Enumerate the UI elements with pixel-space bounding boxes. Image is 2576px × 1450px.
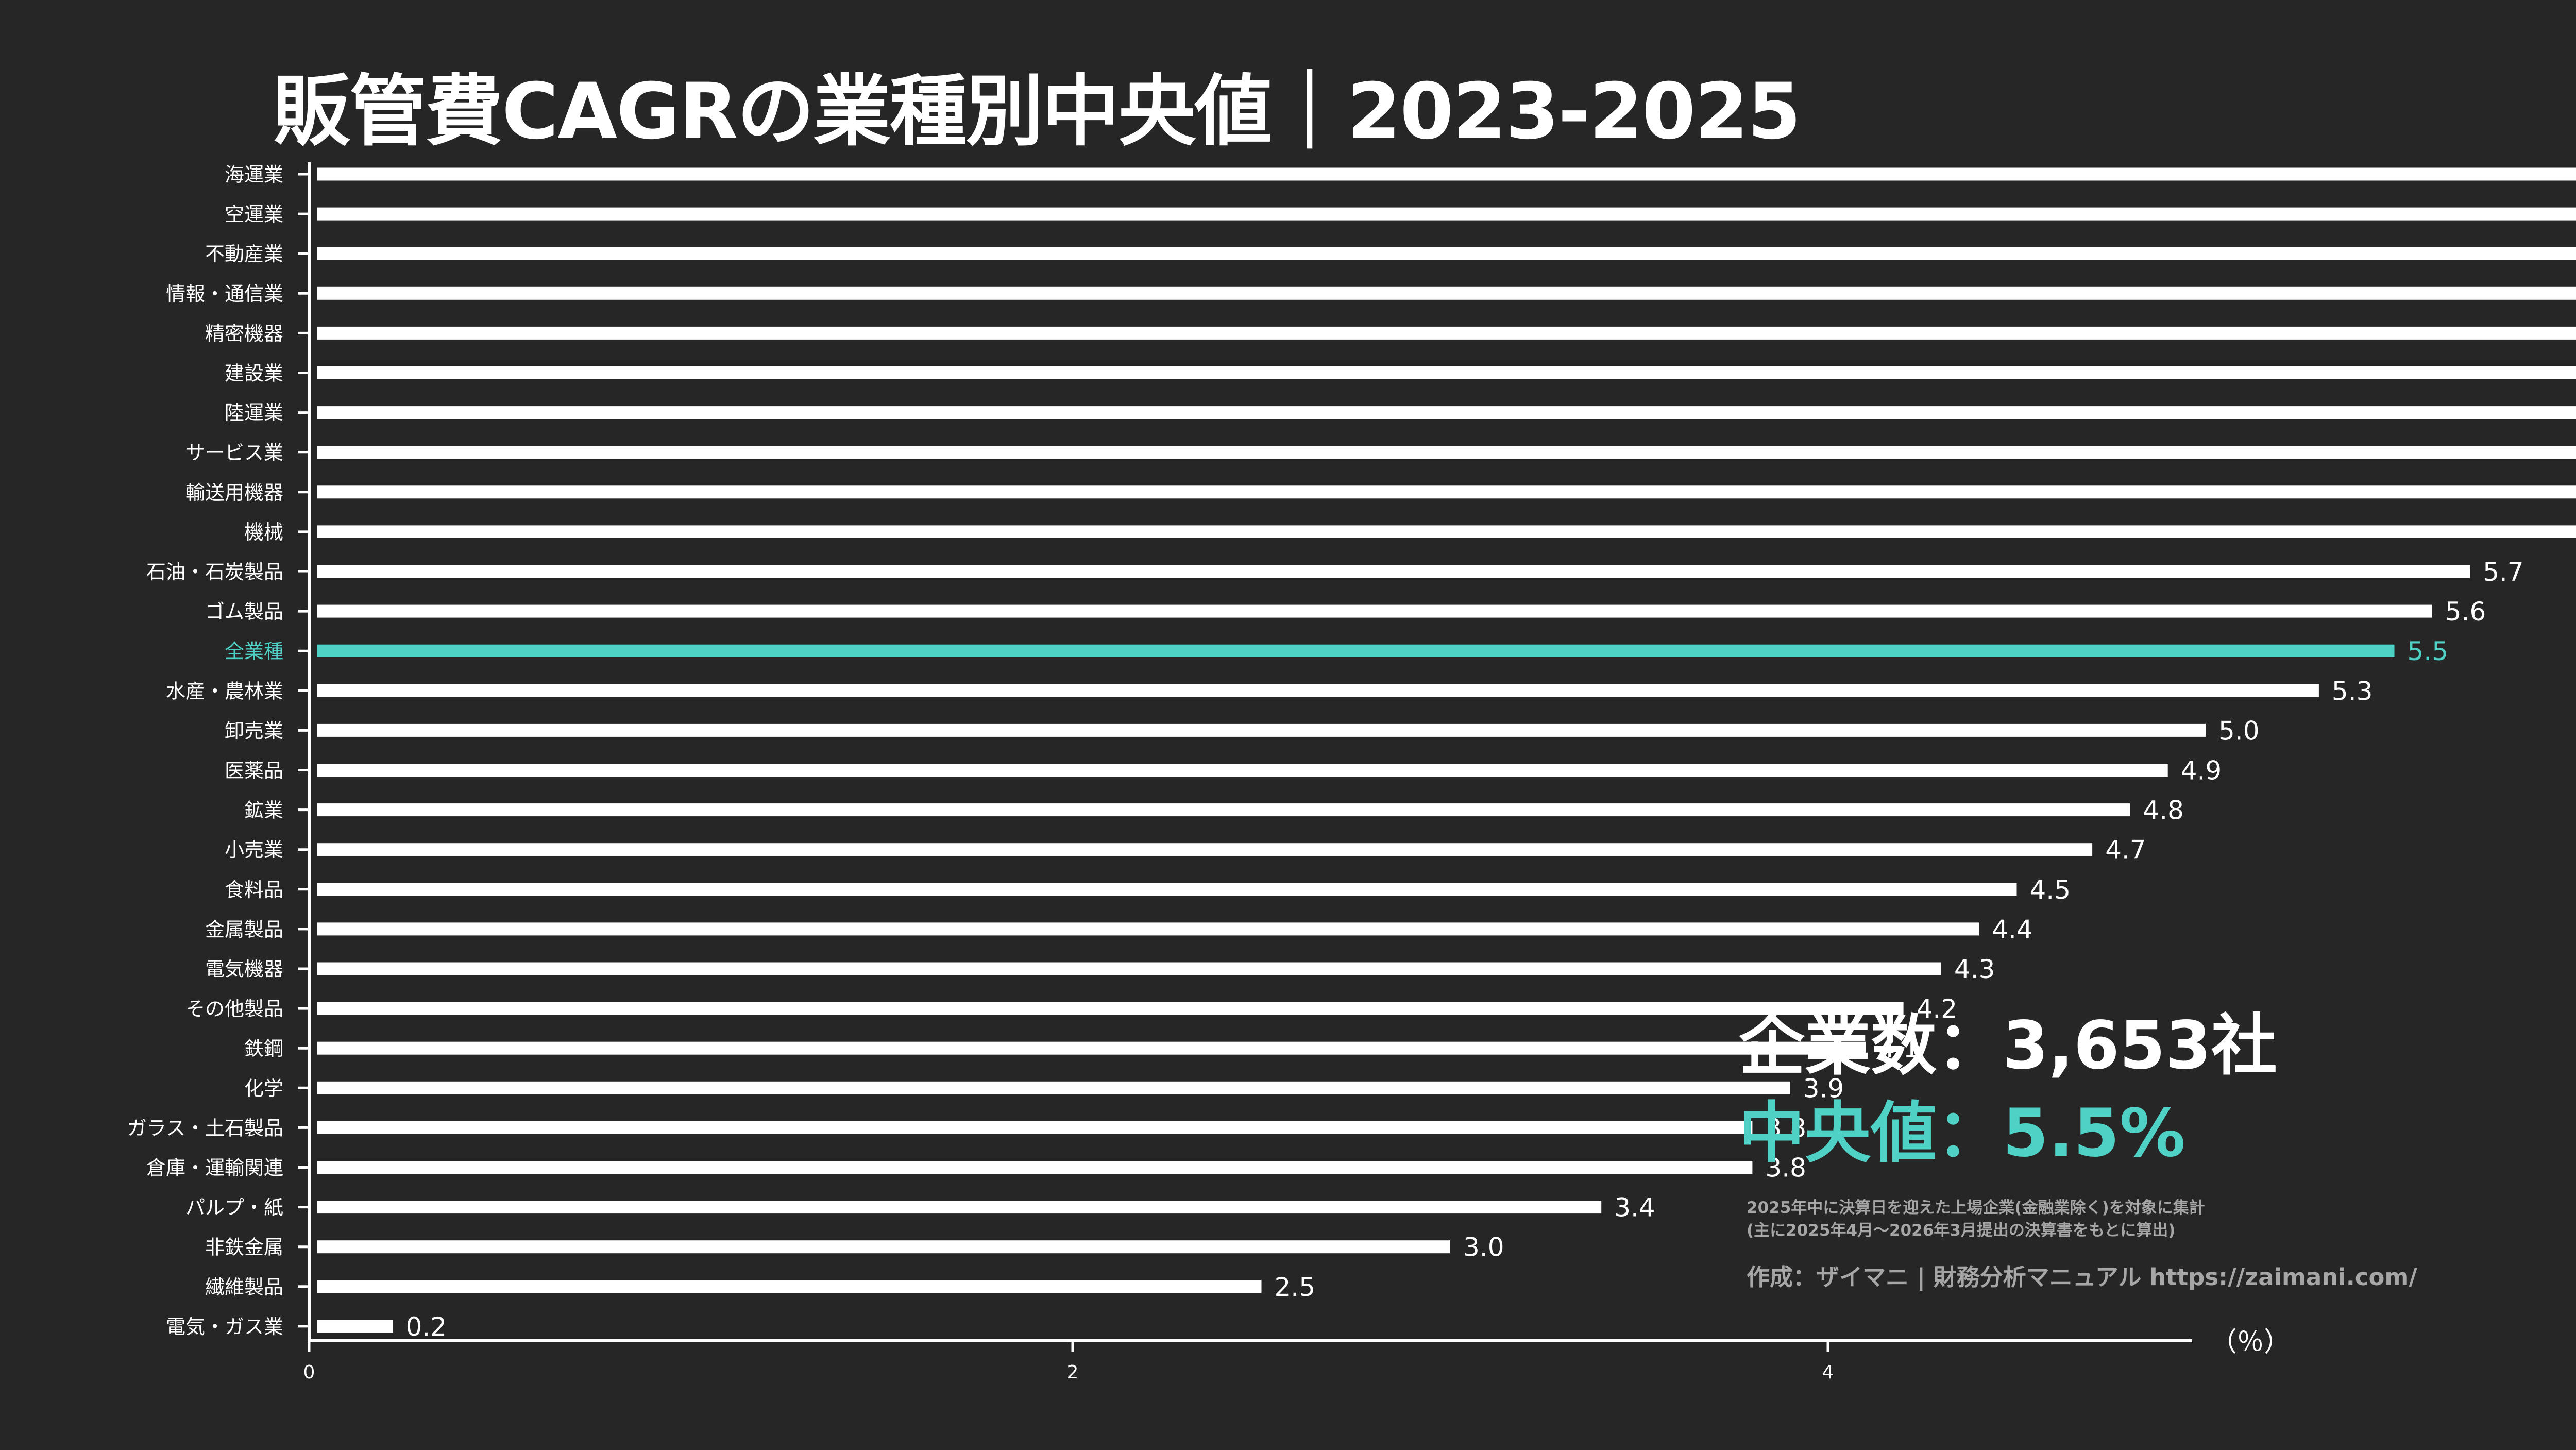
category-label: 金属製品 xyxy=(205,918,283,941)
category-label: パルプ・紙 xyxy=(185,1196,283,1219)
value-label: 4.3 xyxy=(1954,954,1995,984)
footnote-line-2: (主に2025年4月〜2026年3月提出の決算書をもとに算出) xyxy=(1747,1221,2176,1240)
value-label: 5.3 xyxy=(2332,676,2373,706)
plot-area: 海運業10.0空運業9.8不動産業9.0情報・通信業7.4精密機器7.3建設業6… xyxy=(127,162,2576,1383)
bar xyxy=(317,1041,1866,1055)
company-count: 企業数：3,653社 xyxy=(1739,1007,2277,1084)
bar xyxy=(317,1201,1602,1214)
bar xyxy=(317,684,2319,697)
value-label: 5.7 xyxy=(2483,557,2524,587)
bar xyxy=(317,1161,1753,1174)
category-label: サービス業 xyxy=(185,442,283,464)
value-label: 5.0 xyxy=(2218,716,2260,746)
bar xyxy=(317,167,2576,181)
category-label: 電気機器 xyxy=(205,958,283,981)
chart-title: 販管費CAGRの業種別中央値｜2023-2025 xyxy=(273,67,1801,157)
bar xyxy=(317,326,2576,340)
category-label: 水産・農林業 xyxy=(166,680,283,702)
bar xyxy=(317,565,2470,578)
bar xyxy=(317,843,2093,856)
category-label: 機械 xyxy=(244,521,283,544)
bar xyxy=(317,883,2017,896)
x-tick-label: 2 xyxy=(1067,1362,1079,1383)
value-label: 3.0 xyxy=(1463,1233,1504,1262)
bar xyxy=(317,644,2395,657)
bar xyxy=(317,604,2432,618)
bar xyxy=(317,962,1941,975)
bar xyxy=(317,1121,1753,1134)
value-label: 3.8 xyxy=(1765,1113,1806,1143)
value-label: 5.5 xyxy=(2408,636,2449,666)
credit-text: 作成：ザイマニ | 財務分析マニュアル https://zaimani.com/ xyxy=(1747,1263,2417,1291)
category-label: 情報・通信業 xyxy=(166,282,283,305)
bar xyxy=(317,922,1979,936)
category-label: 非鉄金属 xyxy=(205,1236,283,1259)
category-label: 精密機器 xyxy=(205,322,283,345)
bar xyxy=(317,1240,1450,1254)
x-tick-label: 0 xyxy=(303,1362,315,1383)
category-label: 不動産業 xyxy=(205,243,283,265)
category-label: 空運業 xyxy=(225,203,283,226)
bar xyxy=(317,803,2130,817)
value-label: 4.7 xyxy=(2105,835,2146,865)
category-label: 海運業 xyxy=(225,163,283,186)
bar xyxy=(317,723,2206,737)
category-label: 電気・ガス業 xyxy=(166,1316,283,1338)
category-label: 鉄鋼 xyxy=(244,1037,283,1060)
value-label: 3.9 xyxy=(1803,1073,1844,1103)
value-label: 4.2 xyxy=(1917,994,1958,1024)
bar xyxy=(317,366,2576,379)
value-label: 3.4 xyxy=(1614,1193,1655,1223)
category-label: 石油・石炭製品 xyxy=(146,561,283,583)
bar xyxy=(317,247,2576,260)
bar xyxy=(317,446,2576,459)
bar xyxy=(317,406,2576,419)
summary-panel: 企業数：3,653社 中央値：5.5% xyxy=(1739,1002,2277,1177)
value-label: 4.9 xyxy=(2181,756,2222,786)
value-label: 4.5 xyxy=(2030,875,2071,905)
value-label: 3.8 xyxy=(1765,1153,1806,1183)
bar xyxy=(317,1320,393,1333)
category-label: 輸送用機器 xyxy=(185,481,283,504)
category-label: 全業種 xyxy=(225,640,283,663)
footnote-line-1: 2025年中に決算日を迎えた上場企業(金融業除く)を対象に集計 xyxy=(1747,1199,2205,1217)
bar xyxy=(317,525,2576,538)
value-label: 4.4 xyxy=(1992,915,2033,945)
x-tick-label: 4 xyxy=(1822,1362,1834,1383)
category-label: 鉱業 xyxy=(244,799,283,822)
footnote: 2025年中に決算日を迎えた上場企業(金融業除く)を対象に集計 (主に2025年… xyxy=(1747,1196,2205,1242)
value-label: 5.6 xyxy=(2445,597,2486,627)
bar xyxy=(317,1081,1790,1094)
x-axis-label: （％） xyxy=(2210,1327,2291,1358)
value-label: 4.8 xyxy=(2143,796,2184,825)
category-label: 陸運業 xyxy=(225,402,283,425)
value-label: 0.2 xyxy=(406,1312,447,1342)
value-label: 4.1 xyxy=(1878,1034,1920,1064)
category-label: 化学 xyxy=(244,1077,283,1100)
bar xyxy=(317,1002,1904,1015)
category-label: 建設業 xyxy=(225,362,283,385)
bar xyxy=(317,207,2576,221)
bar xyxy=(317,764,2168,777)
bar xyxy=(317,286,2576,300)
category-label: 医薬品 xyxy=(225,760,283,782)
median-value: 中央値：5.5% xyxy=(1739,1095,2186,1172)
category-label: ガラス・土石製品 xyxy=(127,1117,283,1139)
bar xyxy=(317,1280,1262,1293)
bar xyxy=(317,485,2576,499)
category-label: その他製品 xyxy=(185,998,283,1020)
category-label: 倉庫・運輸関連 xyxy=(146,1157,283,1179)
category-label: 食料品 xyxy=(225,879,283,901)
value-label: 2.5 xyxy=(1275,1272,1316,1302)
category-label: 小売業 xyxy=(225,839,283,862)
category-label: 繊維製品 xyxy=(205,1276,283,1299)
category-label: 卸売業 xyxy=(225,719,283,742)
category-label: ゴム製品 xyxy=(205,600,283,623)
